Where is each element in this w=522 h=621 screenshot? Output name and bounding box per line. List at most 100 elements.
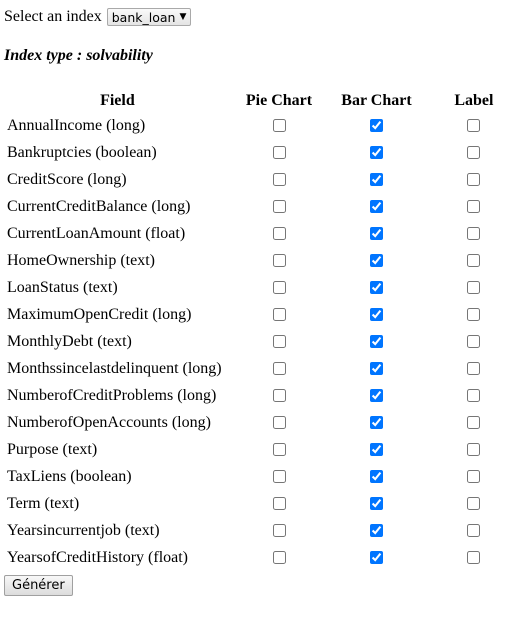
label-checkbox[interactable]	[467, 443, 481, 457]
bar-chart-checkbox[interactable]	[369, 227, 383, 241]
label-checkbox-cell	[428, 356, 520, 381]
field-name: CurrentLoanAmount (float)	[7, 224, 186, 242]
label-checkbox[interactable]	[467, 254, 481, 268]
bar-chart-checkbox[interactable]	[369, 146, 383, 160]
bar-chart-checkbox-cell	[327, 410, 426, 435]
bar-chart-checkbox[interactable]	[369, 497, 383, 511]
label-checkbox[interactable]	[467, 200, 481, 214]
bar-chart-checkbox[interactable]	[369, 551, 383, 565]
pie-chart-checkbox[interactable]	[272, 200, 286, 214]
table-row: Yearsincurrentjob (text)	[4, 518, 520, 543]
label-checkbox[interactable]	[467, 335, 481, 349]
pie-chart-checkbox[interactable]	[272, 173, 286, 187]
bar-chart-checkbox-cell	[327, 302, 426, 327]
pie-chart-checkbox-cell	[233, 437, 325, 462]
label-checkbox-cell	[428, 275, 520, 300]
table-row: NumberofCreditProblems (long)	[4, 383, 520, 408]
label-checkbox[interactable]	[467, 173, 481, 187]
bar-chart-checkbox-cell	[327, 383, 426, 408]
bar-chart-checkbox[interactable]	[369, 470, 383, 484]
bar-chart-checkbox[interactable]	[369, 308, 383, 322]
bar-chart-checkbox[interactable]	[369, 119, 383, 133]
pie-chart-checkbox[interactable]	[272, 470, 286, 484]
label-checkbox-cell	[428, 491, 520, 516]
label-checkbox[interactable]	[467, 227, 481, 241]
label-checkbox[interactable]	[467, 551, 481, 565]
bar-chart-checkbox[interactable]	[369, 362, 383, 376]
table-row: HomeOwnership (text)	[4, 248, 520, 273]
pie-chart-checkbox-cell	[233, 491, 325, 516]
pie-chart-checkbox[interactable]	[272, 524, 286, 538]
table-row: Term (text)	[4, 491, 520, 516]
pie-chart-checkbox[interactable]	[272, 389, 286, 403]
bar-chart-checkbox-cell	[327, 140, 426, 165]
label-checkbox-cell	[428, 194, 520, 219]
table-row: Monthssincelastdelinquent (long)	[4, 356, 520, 381]
label-checkbox-cell	[428, 464, 520, 489]
table-row: MaximumOpenCredit (long)	[4, 302, 520, 327]
bar-chart-checkbox[interactable]	[369, 389, 383, 403]
table-row: CurrentLoanAmount (float)	[4, 221, 520, 246]
bar-chart-checkbox-cell	[327, 518, 426, 543]
label-checkbox[interactable]	[467, 497, 481, 511]
label-checkbox[interactable]	[467, 362, 481, 376]
label-checkbox[interactable]	[467, 281, 481, 295]
label-checkbox-cell	[428, 410, 520, 435]
fields-table-body: AnnualIncome (long) Bankruptcies (boolean…	[4, 113, 520, 570]
label-checkbox[interactable]	[467, 524, 481, 538]
bar-chart-checkbox[interactable]	[369, 200, 383, 214]
pie-chart-checkbox-cell	[233, 545, 325, 570]
pie-chart-checkbox[interactable]	[272, 551, 286, 565]
header-field: Field	[100, 91, 135, 109]
table-row: CreditScore (long)	[4, 167, 520, 192]
header-pie-chart: Pie Chart	[245, 91, 313, 109]
field-name: LoanStatus (text)	[7, 278, 118, 296]
pie-chart-checkbox[interactable]	[272, 497, 286, 511]
pie-chart-checkbox[interactable]	[272, 335, 286, 349]
label-checkbox[interactable]	[467, 119, 481, 133]
table-row: NumberofOpenAccounts (long)	[4, 410, 520, 435]
pie-chart-checkbox-cell	[233, 356, 325, 381]
field-name: CurrentCreditBalance (long)	[7, 197, 191, 215]
pie-chart-checkbox-cell	[233, 410, 325, 435]
pie-chart-checkbox[interactable]	[272, 362, 286, 376]
label-checkbox[interactable]	[467, 389, 481, 403]
label-checkbox-cell	[428, 221, 520, 246]
bar-chart-checkbox[interactable]	[369, 416, 383, 430]
bar-chart-checkbox-cell	[327, 275, 426, 300]
pie-chart-checkbox-cell	[233, 518, 325, 543]
pie-chart-checkbox[interactable]	[272, 119, 286, 133]
field-name: MonthlyDebt (text)	[7, 332, 132, 350]
label-checkbox[interactable]	[467, 146, 481, 160]
field-name: YearsofCreditHistory (float)	[7, 548, 189, 566]
bar-chart-checkbox[interactable]	[369, 173, 383, 187]
bar-chart-checkbox-cell	[327, 491, 426, 516]
bar-chart-checkbox[interactable]	[369, 254, 383, 268]
index-select[interactable]: bank_loan ▼	[106, 8, 192, 26]
pie-chart-checkbox[interactable]	[272, 281, 286, 295]
label-checkbox[interactable]	[467, 416, 481, 430]
header-bar-chart: Bar Chart	[341, 91, 412, 109]
label-checkbox[interactable]	[467, 470, 481, 484]
pie-chart-checkbox-cell	[233, 302, 325, 327]
table-row: CurrentCreditBalance (long)	[4, 194, 520, 219]
pie-chart-checkbox[interactable]	[272, 416, 286, 430]
label-checkbox[interactable]	[467, 308, 481, 322]
pie-chart-checkbox[interactable]	[272, 443, 286, 457]
pie-chart-checkbox[interactable]	[272, 227, 286, 241]
bar-chart-checkbox-cell	[327, 113, 426, 138]
field-name: Bankruptcies (boolean)	[7, 143, 157, 161]
bar-chart-checkbox-cell	[327, 356, 426, 381]
pie-chart-checkbox[interactable]	[272, 308, 286, 322]
bar-chart-checkbox[interactable]	[369, 524, 383, 538]
bar-chart-checkbox[interactable]	[369, 281, 383, 295]
label-checkbox-cell	[428, 329, 520, 354]
bar-chart-checkbox[interactable]	[369, 443, 383, 457]
fields-table: Field Pie Chart Bar Chart Label AnnualIn…	[2, 88, 522, 572]
pie-chart-checkbox[interactable]	[272, 146, 286, 160]
pie-chart-checkbox[interactable]	[272, 254, 286, 268]
bar-chart-checkbox-cell	[327, 194, 426, 219]
field-name: MaximumOpenCredit (long)	[7, 305, 192, 323]
generate-button[interactable]: Générer	[4, 575, 73, 596]
bar-chart-checkbox[interactable]	[369, 335, 383, 349]
